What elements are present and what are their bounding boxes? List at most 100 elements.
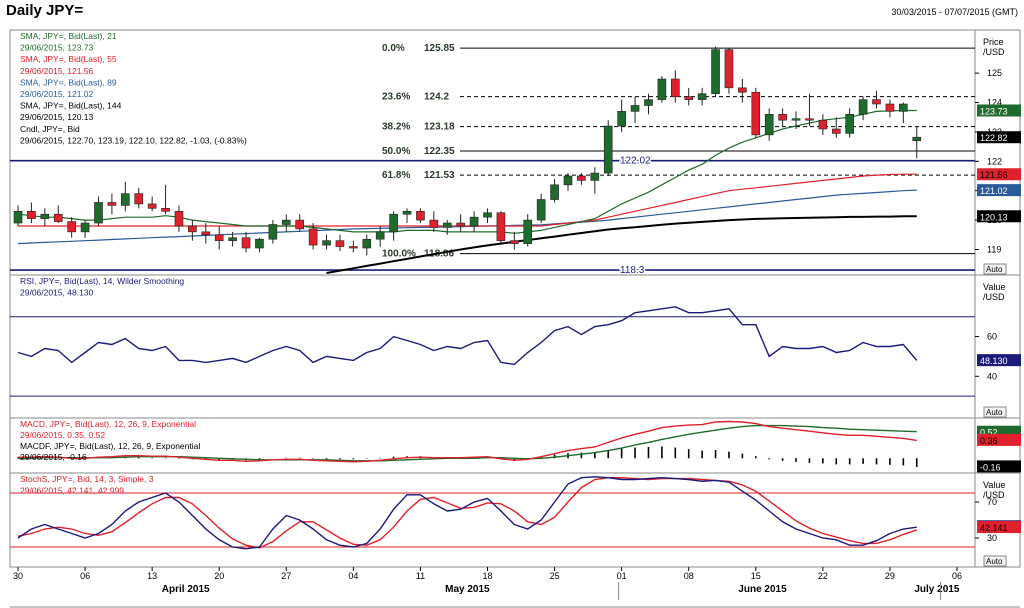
- x-tick-label: 06: [80, 571, 90, 581]
- candle[interactable]: [134, 193, 144, 205]
- candle[interactable]: [161, 208, 170, 212]
- candle[interactable]: [53, 213, 63, 222]
- candle[interactable]: [831, 128, 841, 134]
- candle[interactable]: [174, 210, 184, 227]
- fib-pct: 23.6%: [382, 92, 410, 103]
- candle[interactable]: [268, 224, 278, 240]
- candle[interactable]: [603, 125, 613, 174]
- macd-line: [18, 420, 917, 463]
- candle[interactable]: [147, 203, 157, 209]
- candle[interactable]: [899, 103, 908, 112]
- candle[interactable]: [322, 240, 331, 246]
- legend-entry: RSI, JPY=, Bid(Last), 14, Wilder Smoothi…: [20, 276, 184, 286]
- candle[interactable]: [510, 240, 519, 244]
- candle[interactable]: [469, 216, 479, 227]
- candle[interactable]: [724, 49, 734, 89]
- candle[interactable]: [550, 184, 559, 200]
- axis-label: Price: [983, 37, 1004, 47]
- legend-entry: 29/06/2015, 42.141, 42.999: [20, 486, 124, 496]
- x-tick-label: 20: [214, 571, 224, 581]
- candle[interactable]: [630, 105, 640, 112]
- month-label: June 2015: [738, 584, 787, 595]
- candle[interactable]: [295, 219, 305, 230]
- candle[interactable]: [67, 221, 76, 233]
- candle[interactable]: [27, 210, 36, 219]
- value-badge: [977, 521, 1021, 534]
- candle[interactable]: [644, 99, 653, 106]
- candle[interactable]: [617, 111, 626, 127]
- candle[interactable]: [523, 219, 533, 244]
- auto-button-label: Auto: [986, 265, 1003, 274]
- candle[interactable]: [711, 49, 720, 95]
- candle[interactable]: [375, 231, 385, 240]
- candle[interactable]: [214, 234, 224, 241]
- candle[interactable]: [40, 213, 50, 219]
- candle[interactable]: [872, 99, 881, 105]
- legend-entry: 29/06/2015, 121.56: [20, 66, 94, 76]
- candle[interactable]: [697, 93, 707, 100]
- candle[interactable]: [590, 172, 600, 181]
- candle[interactable]: [188, 225, 197, 233]
- candle[interactable]: [805, 118, 814, 121]
- candle[interactable]: [657, 78, 667, 100]
- candle[interactable]: [121, 193, 130, 206]
- candle[interactable]: [885, 103, 895, 112]
- candle[interactable]: [281, 219, 291, 225]
- candle[interactable]: [13, 210, 23, 224]
- candle[interactable]: [858, 99, 868, 115]
- candle[interactable]: [402, 210, 412, 215]
- legend-entry: Cndl, JPY=, Bid: [20, 124, 80, 134]
- value-badge: [977, 433, 1021, 446]
- candle[interactable]: [429, 219, 439, 228]
- candle[interactable]: [483, 212, 492, 218]
- candle[interactable]: [389, 213, 398, 233]
- candle[interactable]: [845, 113, 854, 134]
- value-badge-label: -0.16: [980, 462, 1001, 472]
- auto-button-label: Auto: [986, 408, 1003, 417]
- candle[interactable]: [80, 222, 90, 233]
- sma55-line: [18, 173, 917, 227]
- legend-entry: SMA, JPY=, Bid(Last), 55: [20, 54, 117, 64]
- candle[interactable]: [684, 96, 694, 100]
- candle[interactable]: [912, 136, 922, 142]
- fib-pct: 100.0%: [382, 249, 416, 260]
- fib-pct: 0.0%: [382, 43, 405, 54]
- candle[interactable]: [416, 210, 425, 221]
- auto-button[interactable]: [983, 263, 1007, 275]
- candle[interactable]: [442, 222, 452, 228]
- x-tick-label: 18: [482, 571, 492, 581]
- candle[interactable]: [778, 113, 787, 121]
- candle[interactable]: [349, 246, 358, 249]
- candle[interactable]: [94, 202, 103, 224]
- candle[interactable]: [563, 175, 573, 186]
- legend-entry: SMA, JPY=, Bid(Last), 89: [20, 77, 117, 87]
- x-tick-label: 22: [818, 571, 828, 581]
- auto-button[interactable]: [983, 555, 1007, 567]
- value-badge: [977, 210, 1021, 223]
- value-badge-label: 0.36: [980, 436, 998, 446]
- candle[interactable]: [308, 228, 318, 246]
- candle[interactable]: [764, 113, 774, 136]
- candle[interactable]: [201, 231, 211, 236]
- candle[interactable]: [362, 238, 372, 249]
- legend-entry: 29/06/2015, 48.130: [20, 288, 94, 298]
- candle[interactable]: [456, 222, 465, 227]
- candle[interactable]: [107, 202, 117, 206]
- candle[interactable]: [738, 87, 747, 93]
- candle[interactable]: [818, 119, 828, 130]
- candle[interactable]: [791, 118, 801, 121]
- x-tick-label: 08: [684, 571, 694, 581]
- candle[interactable]: [751, 91, 761, 136]
- candle[interactable]: [670, 78, 680, 97]
- candle[interactable]: [577, 175, 586, 181]
- legend-entry: MACD, JPY=, Bid(Last), 12, 26, 9, Expone…: [20, 419, 196, 429]
- auto-button[interactable]: [983, 406, 1007, 418]
- legend-entry: 29/06/2015, 121.02: [20, 89, 94, 99]
- candle[interactable]: [335, 240, 345, 247]
- candle[interactable]: [241, 237, 251, 249]
- candle[interactable]: [536, 199, 546, 221]
- candle[interactable]: [228, 237, 237, 241]
- candle[interactable]: [255, 238, 264, 249]
- candle[interactable]: [496, 212, 506, 241]
